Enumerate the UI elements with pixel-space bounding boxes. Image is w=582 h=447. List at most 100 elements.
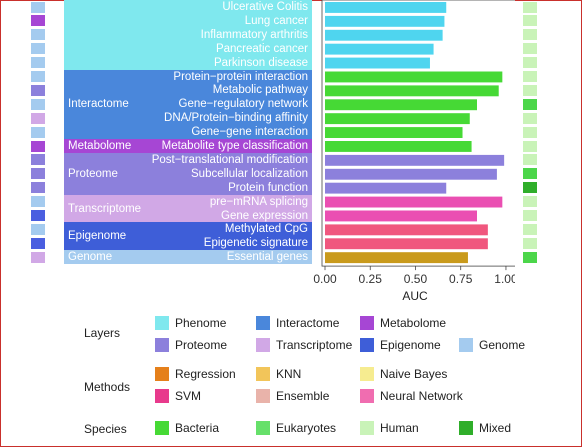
left-strip-cell	[31, 57, 45, 69]
feature-label: Essential genes	[226, 251, 308, 264]
x-tick-label: 0.00	[313, 272, 337, 286]
feature-label: Gene expression	[221, 209, 308, 222]
legend-label-human: Human	[380, 421, 419, 435]
layer-label-transcriptome: Transcriptome	[68, 202, 142, 215]
right-strip-cell	[523, 29, 537, 41]
feature-label: Gene−regulatory network	[178, 98, 308, 111]
legend-swatch-proteome	[155, 338, 169, 352]
left-strip-cell	[31, 15, 45, 27]
left-strip-cell	[31, 29, 45, 41]
left-strip-cell	[31, 154, 45, 166]
x-tick-label: 1.00	[494, 272, 515, 286]
legend-label-knn: KNN	[276, 367, 302, 381]
layer-band-proteome	[64, 152, 312, 195]
legend-label-svm: SVM	[175, 389, 202, 403]
layer-label-epigenome: Epigenome	[68, 230, 127, 243]
left-strip-cell	[31, 168, 45, 180]
right-strip-cell	[523, 251, 537, 263]
feature-label: Metabolic pathway	[212, 84, 308, 97]
legend-label-eukaryotes: Eukaryotes	[276, 421, 337, 435]
legend-label-naive-bayes: Naive Bayes	[380, 367, 448, 381]
x-tick-label: 0.25	[359, 272, 383, 286]
bar-essential-genes	[325, 252, 468, 264]
auc-bar-chart: 0.00 0.25 0.50 0.75 1.00 AUC	[313, 0, 515, 303]
feature-label: Parkinson disease	[214, 56, 308, 69]
feature-label: Protein−protein interaction	[173, 70, 308, 83]
left-strip-cell	[31, 223, 45, 235]
left-strip-cell	[31, 196, 45, 208]
legend-layers-title: Layers	[84, 326, 121, 340]
right-strip-cell	[523, 43, 537, 55]
bar-protein-protein-interaction	[325, 71, 503, 83]
legend-label-proteome: Proteome	[175, 338, 228, 352]
legend-label-interactome: Interactome	[276, 316, 340, 330]
left-strip-cell	[31, 84, 45, 96]
right-strip-cell	[523, 154, 537, 166]
feature-label: pre−mRNA splicing	[209, 195, 308, 208]
feature-label: Epigenetic signature	[203, 237, 308, 250]
layer-band-interactome	[64, 69, 312, 139]
left-strip-cell	[31, 210, 45, 221]
feature-label: Gene−gene interaction	[191, 126, 308, 139]
right-strip-cell	[523, 57, 537, 69]
right-strip-cell	[523, 182, 537, 194]
bar-gene-gene-interaction	[325, 127, 463, 138]
legend-label-phenome: Phenome	[175, 316, 227, 330]
bar-post-translational-modification	[325, 154, 505, 166]
feature-label: Ulcerative Colitis	[222, 1, 308, 13]
legend-swatch-phenome	[155, 316, 169, 330]
bar-gene-expression	[325, 210, 477, 222]
legend-label-epigenome: Epigenome	[380, 338, 441, 352]
bar-protein-function	[325, 182, 447, 194]
layer-band-epigenome	[64, 222, 312, 251]
x-tick-label: 0.75	[449, 272, 473, 286]
bar-dna-protein-binding-affinity	[325, 113, 470, 125]
left-strip-cell	[31, 112, 45, 124]
right-strip-cell	[523, 84, 537, 96]
legend-methods-title: Methods	[84, 380, 131, 394]
feature-label: Lung cancer	[244, 14, 308, 27]
legend-swatch-naive-bayes	[360, 367, 374, 381]
left-strip-cell	[31, 98, 45, 110]
bar-inflammatory-arthritis	[325, 29, 443, 41]
legend-label-ensemble: Ensemble	[276, 389, 330, 403]
legend-swatch-svm	[155, 389, 169, 403]
legend-swatch-knn	[256, 367, 270, 381]
feature-label: Protein function	[228, 181, 308, 194]
legend-species-title: Species	[84, 422, 127, 436]
left-strip-cell	[31, 71, 45, 82]
right-strip-cell	[523, 237, 537, 249]
layer-band-phenome	[64, 0, 312, 70]
left-strip-cell	[31, 126, 45, 138]
layer-label-proteome: Proteome	[68, 167, 118, 180]
bar-metabolite-type-classification	[325, 141, 472, 152]
left-strip-cell	[31, 1, 45, 13]
bar-pre-mrna-splicing	[325, 196, 503, 208]
right-strip-cell	[523, 168, 537, 180]
feature-label: Metabolite type classification	[161, 140, 308, 152]
right-strip-cell	[523, 71, 537, 82]
legend-label-genome: Genome	[479, 338, 526, 352]
legend-swatch-regression	[155, 367, 169, 381]
layer-band-metabolome	[64, 139, 312, 153]
bar-epigenetic-signature	[325, 238, 488, 250]
feature-label: Subcellular localization	[191, 167, 308, 180]
feature-label: DNA/Protein−binding affinity	[164, 112, 308, 125]
bar-metabolic-pathway	[325, 85, 499, 97]
legend-label-bacteria: Bacteria	[175, 421, 220, 435]
bar-parkinson-disease	[325, 57, 430, 69]
right-strip-cell	[523, 223, 537, 235]
right-strip-cell	[523, 126, 537, 138]
left-strip-cell	[31, 237, 45, 249]
right-strip-cell	[523, 98, 537, 110]
legend-label-metabolome: Metabolome	[380, 316, 447, 330]
legend-swatch-bacteria	[155, 421, 169, 435]
legend-label-regression: Regression	[175, 367, 236, 381]
layer-band-genome	[64, 250, 312, 265]
left-strip-cell	[31, 182, 45, 194]
feature-label: Methylated CpG	[224, 223, 308, 236]
bar-pancreatic-cancer	[325, 43, 434, 55]
legend-swatch-metabolome	[360, 316, 374, 330]
bar-gene-regulatory-network	[325, 99, 477, 111]
feature-label: Post−translational modification	[151, 153, 308, 166]
